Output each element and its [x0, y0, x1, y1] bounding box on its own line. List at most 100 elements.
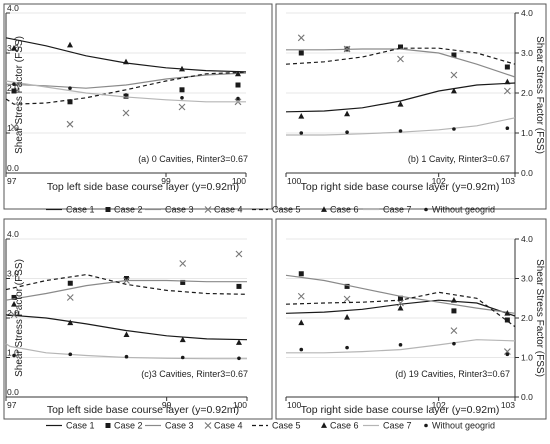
data-point: [505, 126, 510, 130]
data-point: [451, 308, 457, 314]
data-point: [235, 250, 243, 258]
data-point: [297, 34, 305, 42]
legend-label: Case 2: [114, 421, 143, 431]
legend-item: Case 5: [252, 205, 301, 215]
x-tick-label: 99: [162, 400, 172, 410]
y-tick-label: 2.0: [7, 83, 19, 93]
panel-annotation: (c)3 Cavities, Rinter3=0.67: [141, 369, 248, 379]
series-markers-case-4: [10, 98, 242, 131]
data-point: [11, 45, 17, 51]
series-markers-without-geogrid: [299, 126, 510, 135]
data-point: [67, 41, 73, 48]
panel-frame: [275, 218, 547, 420]
y-tick-label: 3.0: [521, 48, 533, 58]
chart-panel-3: 0.0 1.0 2.0 3.0 4.0 97 99 100 (c)3 Cavities, Rin…: [3, 218, 273, 420]
legend-item: Without geogrid: [424, 421, 495, 431]
data-point: [345, 345, 349, 350]
data-point: [398, 44, 403, 50]
data-point: [344, 283, 350, 289]
panel-frame: [3, 218, 273, 420]
x-tick-label: 102: [432, 400, 446, 410]
y-tick-label: 4.0: [521, 8, 533, 18]
data-point: [397, 55, 404, 63]
legend-swatch: [204, 206, 212, 213]
data-point: [343, 295, 351, 303]
data-point: [178, 103, 186, 111]
legend-item: Case 1: [46, 205, 95, 215]
data-point: [343, 45, 351, 53]
series-line-case-1: [5, 314, 248, 341]
series-line-case-7: [5, 343, 247, 360]
data-point: [297, 292, 305, 300]
x-axis-label: Top left side base course layer (y=0.92m…: [47, 404, 239, 416]
data-point: [67, 99, 73, 105]
y-tick-label: 4.0: [521, 234, 533, 244]
y-tick-label: 0.0: [521, 392, 533, 402]
legend-swatch: [321, 206, 327, 212]
data-point: [179, 87, 185, 93]
data-point: [12, 82, 16, 86]
panel-frame: [3, 3, 273, 210]
data-point: [345, 130, 349, 134]
data-point: [504, 310, 511, 316]
y-tick-label: 1.0: [521, 353, 533, 363]
data-point: [235, 70, 241, 77]
data-point: [68, 86, 72, 90]
data-point: [66, 120, 74, 128]
data-point: [11, 300, 18, 307]
y-tick-label: 0.0: [521, 168, 533, 178]
data-point: [179, 336, 186, 343]
data-point: [123, 331, 130, 337]
legend-label: Case 6: [330, 421, 359, 431]
legend-item: Case 3: [145, 421, 194, 431]
data-point: [397, 299, 404, 307]
x-tick-label: 97: [7, 176, 17, 186]
data-point: [180, 96, 184, 100]
data-point: [124, 276, 129, 281]
y-tick-label: 3.0: [7, 269, 19, 279]
data-point: [235, 82, 241, 88]
data-point: [298, 113, 305, 119]
data-point: [503, 348, 511, 355]
legend-item: Case 6: [321, 421, 359, 431]
series-line-case-3: [286, 48, 516, 78]
series-markers-without-geogrid: [12, 352, 241, 361]
data-point: [450, 297, 457, 303]
data-point: [10, 311, 18, 319]
series-line-case-5: [285, 291, 516, 328]
data-point: [298, 50, 304, 56]
data-point: [344, 314, 351, 320]
panel-frame: [275, 3, 547, 210]
y-tick-label: 4.0: [7, 3, 19, 13]
series-markers-case-6: [298, 297, 511, 326]
legend-item: Case 1: [46, 421, 95, 431]
y-axis-label: Shear Stress Factor (FSS): [534, 36, 545, 154]
x-tick-label: 100: [233, 400, 247, 410]
data-point: [124, 354, 129, 359]
legend-item: Without geogrid: [424, 205, 495, 215]
data-point: [299, 347, 304, 352]
y-tick-label: 1.0: [521, 128, 533, 138]
y-tick-label: 0.0: [7, 163, 19, 173]
series-line-case-5: [285, 47, 516, 65]
data-point: [398, 295, 403, 301]
legend-item: Case 7: [363, 421, 412, 431]
legend-2: Case 1 Case 2 Case 3 Case 4 Case 5 Case 6 Case…: [46, 421, 495, 431]
data-point: [397, 304, 404, 311]
data-point: [10, 123, 18, 131]
data-point: [451, 52, 457, 58]
data-point: [344, 110, 351, 117]
data-point: [299, 131, 304, 135]
series-markers-case-4: [10, 250, 243, 319]
data-point: [450, 71, 458, 79]
data-point: [67, 319, 74, 326]
chart-panel-2: 0.0 1.0 2.0 3.0 4.0 100 102 103 (b) 1 Cavity, Ri…: [275, 3, 547, 210]
x-tick-label: 102: [432, 176, 446, 186]
y-tick-label: 4.0: [7, 229, 19, 239]
legend-swatch: [105, 423, 111, 428]
panel-annotation: (b) 1 Cavity, Rinter3=0.67: [408, 154, 510, 164]
x-tick-label: 97: [7, 400, 17, 410]
data-point: [236, 283, 242, 289]
